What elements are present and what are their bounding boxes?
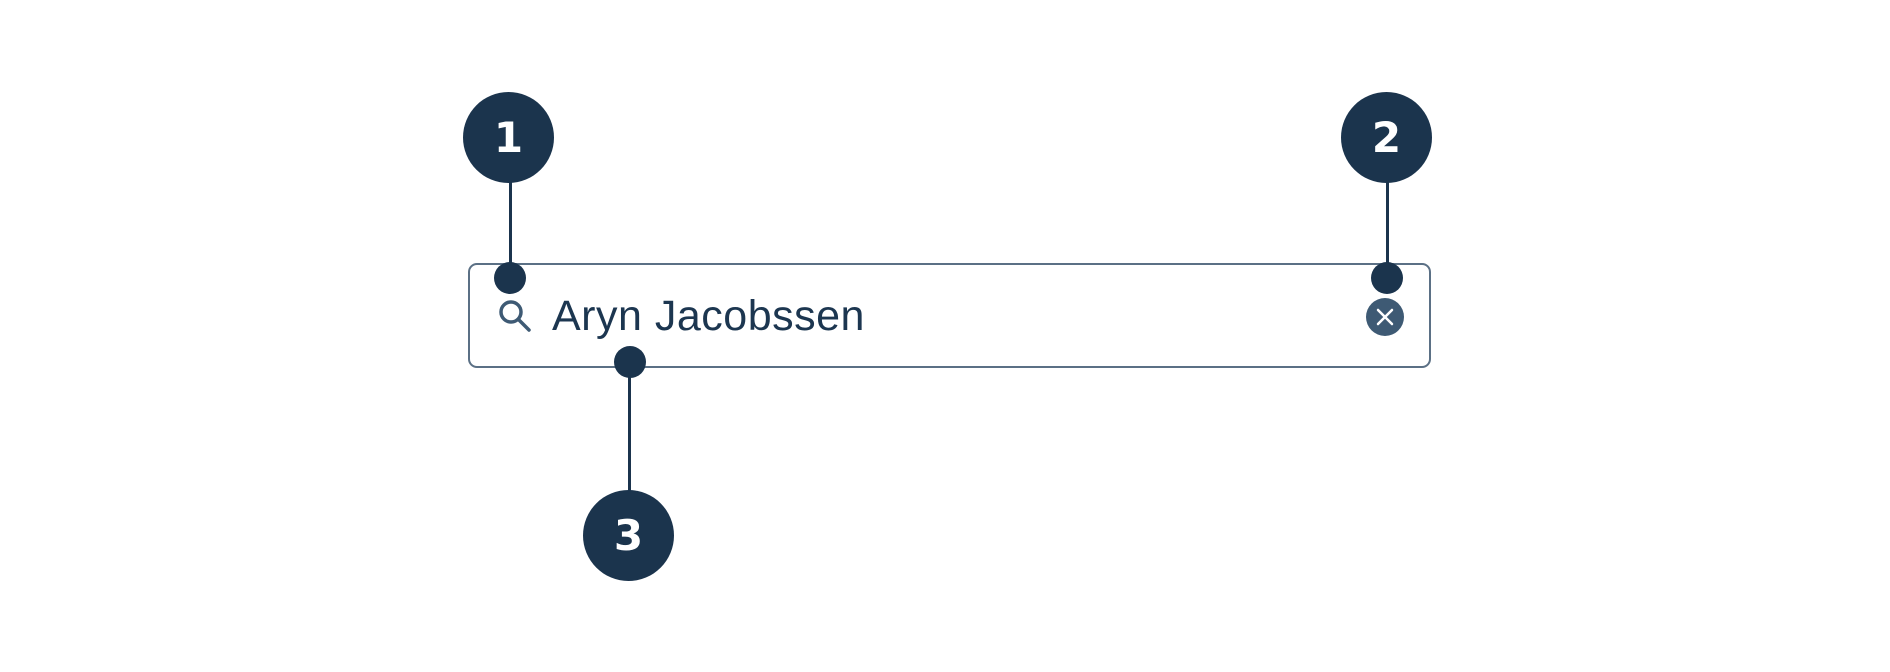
callout-1-badge: 1 <box>463 92 554 183</box>
search-input-value[interactable]: Aryn Jacobssen <box>552 292 865 340</box>
clear-button[interactable] <box>1366 298 1404 336</box>
callout-1-dot <box>494 262 526 294</box>
close-icon <box>1376 308 1394 326</box>
callout-1-line <box>509 182 512 278</box>
callout-3-badge: 3 <box>583 490 674 581</box>
callout-2-line <box>1386 182 1389 278</box>
callout-2-badge: 2 <box>1341 92 1432 183</box>
callout-2-dot <box>1371 262 1403 294</box>
callout-3-line <box>628 362 631 492</box>
search-icon <box>495 298 535 338</box>
callout-3-dot <box>614 346 646 378</box>
